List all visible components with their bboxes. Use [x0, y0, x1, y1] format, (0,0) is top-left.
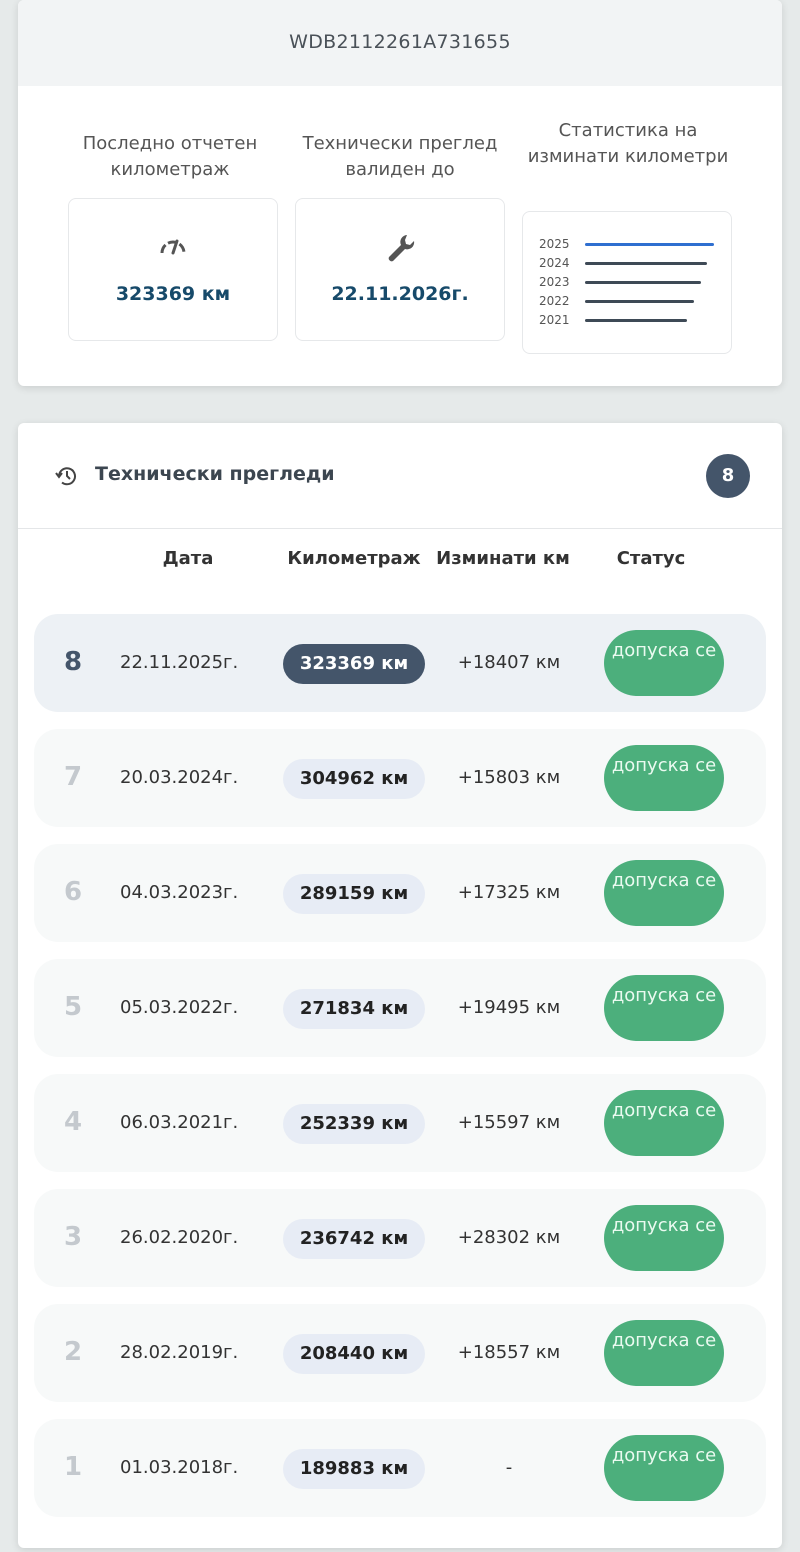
col-mileage: Километраж	[287, 548, 421, 569]
inspection-row[interactable]: 6 04.03.2023г. 289159 км +17325 км допуска с…	[34, 844, 766, 942]
row-date: 20.03.2024г.	[120, 767, 239, 788]
row-mileage-badge: 189883 км	[283, 1449, 425, 1489]
mileage-value: 323369 км	[115, 283, 231, 305]
row-mileage-badge: 236742 км	[283, 1219, 425, 1259]
year-label: 2021	[539, 313, 570, 327]
row-diff: +17325 км	[457, 882, 561, 903]
inspection-row[interactable]: 2 28.02.2019г. 208440 км +18557 км допуска с…	[34, 1304, 766, 1402]
row-status-badge: допуска се	[604, 1320, 724, 1386]
year-label: 2024	[539, 256, 570, 270]
row-mileage-badge: 252339 км	[283, 1104, 425, 1144]
inspection-box: 22.11.2026г.	[295, 198, 505, 341]
row-status-badge: допуска се	[604, 1435, 724, 1501]
row-status-badge: допуска се	[604, 745, 724, 811]
row-diff: +15597 км	[457, 1112, 561, 1133]
row-diff: +19495 км	[457, 997, 561, 1018]
year-bar	[585, 243, 714, 246]
year-bar	[585, 319, 687, 322]
row-mileage-badge: 271834 км	[283, 989, 425, 1029]
mileage-box: 323369 км	[68, 198, 278, 341]
row-date: 04.03.2023г.	[120, 882, 239, 903]
row-status-badge: допуска се	[604, 630, 724, 696]
year-label: 2022	[539, 294, 570, 308]
year-bar	[585, 262, 707, 265]
year-label: 2025	[539, 237, 570, 251]
vin-number: WDB2112261A731655	[18, 0, 782, 86]
stats-label: Статистика на изминати километри	[527, 120, 729, 167]
inspection-value: 22.11.2026г.	[331, 283, 469, 305]
row-number: 6	[63, 877, 83, 907]
col-diff: Изминати км	[436, 548, 570, 569]
inspection-row[interactable]: 4 06.03.2021г. 252339 км +15597 км допуска с…	[34, 1074, 766, 1172]
inspection-label: Технически преглед валиден до	[302, 133, 498, 180]
inspection-row[interactable]: 3 26.02.2020г. 236742 км +28302 км допуска с…	[34, 1189, 766, 1287]
row-date: 22.11.2025г.	[120, 652, 239, 673]
row-status-badge: допуска се	[604, 975, 724, 1041]
row-date: 26.02.2020г.	[120, 1227, 239, 1248]
row-date: 06.03.2021г.	[120, 1112, 239, 1133]
row-mileage-badge: 304962 км	[283, 759, 425, 799]
speedometer-icon	[160, 239, 186, 255]
row-diff: -	[505, 1457, 513, 1478]
row-number: 2	[63, 1337, 83, 1367]
row-diff: +15803 км	[457, 767, 561, 788]
row-number: 7	[63, 762, 83, 792]
row-status-badge: допуска се	[604, 1205, 724, 1271]
wrench-icon	[388, 235, 415, 262]
inspections-card: Технически прегледи 8 Дата Километраж Из…	[18, 423, 782, 1548]
summary-card: WDB2112261A731655 Последно отчетен килом…	[18, 0, 782, 386]
row-number: 8	[63, 647, 83, 677]
stats-chart-button[interactable]: 2025 2024 2023 2022 2021	[522, 211, 732, 354]
row-date: 01.03.2018г.	[120, 1457, 239, 1478]
row-mileage-badge: 208440 км	[283, 1334, 425, 1374]
inspection-row[interactable]: 8 22.11.2025г. 323369 км +18407 км допуска с…	[34, 614, 766, 712]
row-diff: +18557 км	[457, 1342, 561, 1363]
row-mileage-badge: 289159 км	[283, 874, 425, 914]
inspections-header: Технически прегледи 8	[18, 423, 782, 529]
year-label: 2023	[539, 275, 570, 289]
year-bar	[585, 281, 701, 284]
year-bar	[585, 300, 694, 303]
history-icon	[55, 467, 76, 486]
row-date: 28.02.2019г.	[120, 1342, 239, 1363]
inspections-count-badge: 8	[706, 454, 750, 498]
row-status-badge: допуска се	[604, 860, 724, 926]
row-diff: +18407 км	[457, 652, 561, 673]
inspection-row[interactable]: 7 20.03.2024г. 304962 км +15803 км допуска с…	[34, 729, 766, 827]
inspection-row[interactable]: 5 05.03.2022г. 271834 км +19495 км допуска с…	[34, 959, 766, 1057]
row-diff: +28302 км	[457, 1227, 561, 1248]
row-number: 1	[63, 1452, 83, 1482]
row-number: 4	[63, 1107, 83, 1137]
row-date: 05.03.2022г.	[120, 997, 239, 1018]
col-status: Статус	[616, 548, 686, 569]
row-status-badge: допуска се	[604, 1090, 724, 1156]
row-mileage-badge: 323369 км	[283, 644, 425, 684]
row-number: 5	[63, 992, 83, 1022]
inspections-title: Технически прегледи	[95, 463, 335, 485]
row-number: 3	[63, 1222, 83, 1252]
inspection-row[interactable]: 1 01.03.2018г. 189883 км - допуска се	[34, 1419, 766, 1517]
col-date: Дата	[162, 548, 214, 569]
mileage-label: Последно отчетен километраж	[82, 133, 258, 180]
